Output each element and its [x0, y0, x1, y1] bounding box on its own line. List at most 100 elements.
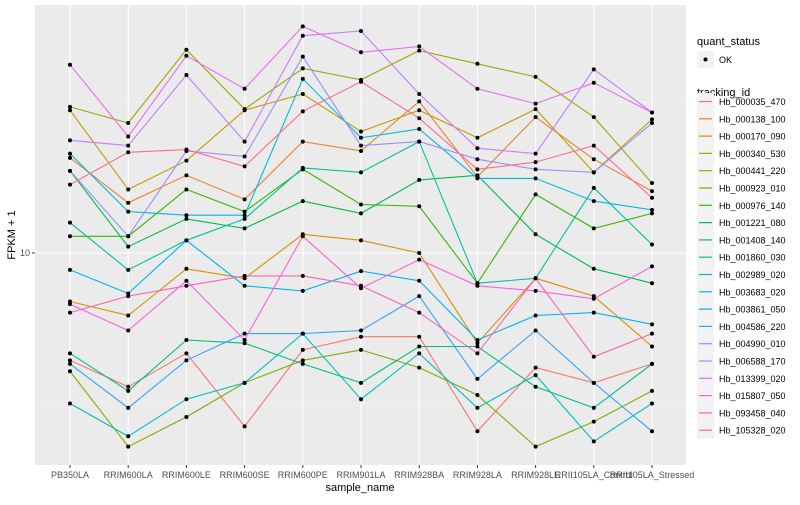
- data-point: [68, 234, 72, 239]
- data-point: [650, 322, 654, 327]
- data-point: [300, 66, 305, 71]
- data-point: [126, 209, 131, 214]
- legend-label: Hb_001860_030: [719, 253, 786, 263]
- data-point: [650, 120, 654, 125]
- data-point: [300, 273, 305, 278]
- data-point: [242, 216, 247, 221]
- data-point: [184, 278, 189, 283]
- data-point: [126, 328, 131, 333]
- data-point: [417, 177, 422, 182]
- data-point: [126, 244, 131, 249]
- data-point: [300, 358, 305, 363]
- data-point: [533, 276, 538, 281]
- data-point: [533, 115, 538, 120]
- data-point: [533, 176, 538, 181]
- data-point: [591, 115, 596, 120]
- legend-label: Hb_003861_050: [719, 305, 786, 315]
- data-point: [184, 72, 189, 77]
- data-point: [242, 107, 247, 112]
- x-tick-label: RRIM600SE: [220, 470, 270, 480]
- data-point: [533, 444, 538, 449]
- data-point: [300, 54, 305, 59]
- data-point: [591, 157, 596, 162]
- data-point: [184, 358, 189, 363]
- data-point: [242, 337, 247, 342]
- data-point: [126, 150, 131, 155]
- legend-label: Hb_006588_170: [719, 357, 786, 367]
- legend-label: Hb_000170_090: [719, 132, 786, 142]
- data-point: [417, 91, 422, 96]
- data-point: [300, 24, 305, 29]
- legend-label: Hb_003683_020: [719, 287, 786, 297]
- data-point: [359, 79, 363, 84]
- data-point: [126, 294, 131, 299]
- data-point: [475, 157, 480, 162]
- data-point: [359, 397, 363, 402]
- data-point: [242, 341, 247, 346]
- data-point: [591, 310, 596, 315]
- data-point: [591, 170, 596, 175]
- data-point: [417, 365, 422, 370]
- data-point: [475, 86, 480, 91]
- data-point: [300, 91, 305, 96]
- data-point: [300, 139, 305, 144]
- data-point: [184, 351, 189, 356]
- data-point: [359, 28, 363, 33]
- data-point: [591, 380, 596, 385]
- data-point: [591, 405, 596, 410]
- data-point: [533, 328, 538, 333]
- data-point: [359, 129, 363, 134]
- data-point: [475, 283, 480, 288]
- data-point: [242, 226, 247, 231]
- data-point: [300, 234, 305, 239]
- data-point: [650, 344, 654, 349]
- data-point: [242, 380, 247, 385]
- data-point: [417, 310, 422, 315]
- y-tick-label: 10: [20, 248, 30, 258]
- x-tick-label: RRIM600LE: [162, 470, 211, 480]
- data-point: [68, 220, 72, 225]
- data-point: [184, 53, 189, 58]
- data-point: [533, 107, 538, 112]
- data-point: [417, 48, 422, 53]
- data-point: [300, 331, 305, 336]
- data-point: [475, 61, 480, 66]
- data-point: [300, 199, 305, 204]
- data-point: [650, 361, 654, 366]
- data-point: [533, 192, 538, 197]
- data-point: [475, 337, 480, 342]
- data-point: [650, 189, 654, 194]
- data-point: [68, 302, 72, 307]
- data-point: [475, 351, 480, 356]
- data-point: [591, 266, 596, 271]
- legend-label: Hb_000035_470: [719, 97, 786, 107]
- data-point: [242, 139, 247, 144]
- x-tick-label: RRIM928LE: [511, 470, 560, 480]
- data-point: [475, 429, 480, 434]
- data-point: [417, 278, 422, 283]
- data-point: [650, 195, 654, 200]
- data-point: [359, 269, 363, 274]
- data-point: [184, 173, 189, 178]
- data-point: [650, 211, 654, 216]
- data-point: [359, 283, 363, 288]
- data-point: [417, 99, 422, 104]
- data-point: [359, 148, 363, 153]
- data-point: [184, 414, 189, 419]
- legend-label: Hb_004586_220: [719, 322, 786, 332]
- data-point: [242, 86, 247, 91]
- data-point: [184, 187, 189, 192]
- data-point: [650, 401, 654, 406]
- data-point: [650, 281, 654, 286]
- data-point: [417, 257, 422, 262]
- data-point: [68, 351, 72, 356]
- data-point: [591, 185, 596, 190]
- data-point: [242, 273, 247, 278]
- data-point: [533, 313, 538, 318]
- data-point: [417, 116, 422, 121]
- data-point: [68, 108, 72, 113]
- data-point: [650, 429, 654, 434]
- data-point: [359, 202, 363, 207]
- data-point: [68, 401, 72, 406]
